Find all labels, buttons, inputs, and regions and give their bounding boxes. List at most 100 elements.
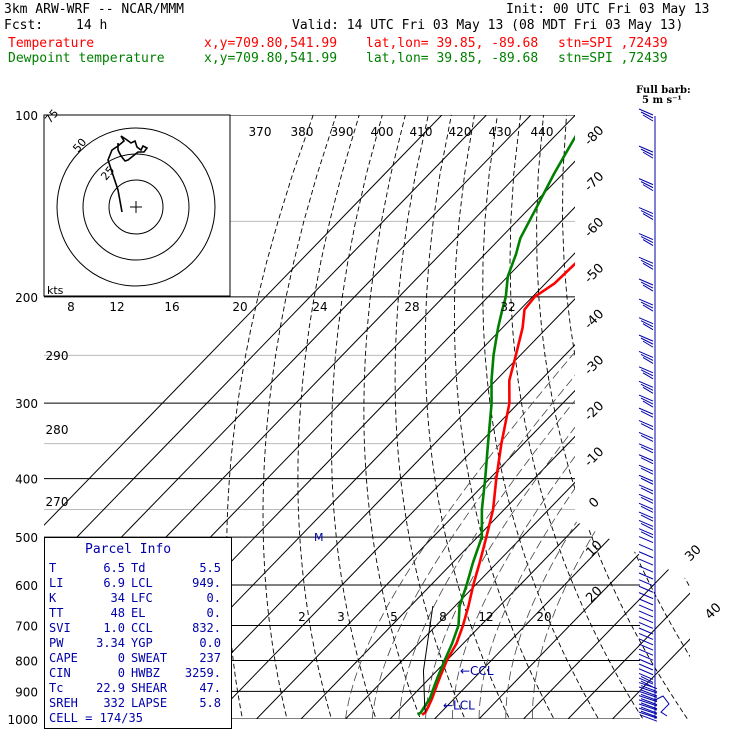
moist-adiabat: [398, 296, 663, 719]
moist-adiabat: [425, 296, 683, 719]
parcel-param-label: Tc: [49, 681, 64, 695]
mixing-ratio-label: 12: [478, 610, 493, 624]
mixing-ratio-label: 2: [298, 610, 306, 624]
dry-adiabat: [635, 115, 690, 719]
hodograph-trace: [107, 135, 149, 213]
parcel-param-label: T: [49, 561, 57, 575]
moist-adiabat: [345, 296, 623, 719]
parcel-param-value: 332: [103, 696, 125, 710]
wind-barb: [638, 668, 654, 676]
hodograph-ring: [108, 179, 164, 235]
temperature-legend: Temperature: [8, 36, 95, 51]
pressure-tick-label: 600: [15, 579, 38, 593]
wind-barb-surface: [654, 695, 670, 717]
isotherm-line: [44, 115, 443, 719]
wind-barb: [638, 298, 654, 312]
pressure-tick-label: 800: [15, 654, 38, 668]
wind-barb: [638, 707, 658, 718]
dry-adiabat: [728, 115, 740, 732]
parcel-param-value: 48: [110, 606, 125, 620]
temperature-tick-label: -50: [582, 261, 608, 287]
pressure-tick-label: 100: [15, 109, 38, 123]
wind-barb: [638, 350, 654, 364]
wind-barb: [638, 695, 658, 706]
parcel-param-value: 5.5: [199, 561, 221, 575]
pressure-tick-label: 900: [15, 685, 38, 699]
annotation-lcl: ←LCL: [443, 698, 475, 712]
dry-adiabat: [482, 115, 607, 719]
wind-barb: [638, 610, 654, 618]
isotherm-line: [199, 115, 690, 719]
dry-adiabat: [586, 115, 690, 719]
parcel-marker: M: [314, 531, 324, 544]
dry-adiabat: [394, 115, 472, 719]
wind-barb: [638, 528, 654, 539]
isotherm-line: [466, 115, 690, 719]
hodograph-origin: [130, 201, 142, 213]
parcel-row: PW 3.34 YGP 0.0: [49, 637, 221, 650]
theta-label: 420: [449, 125, 472, 139]
parcel-param-value: 0.0: [199, 636, 221, 650]
parcel-param-value: 22.9: [96, 681, 125, 695]
dry-adiabat: [331, 115, 383, 719]
temperature-tick-label: 20: [583, 584, 605, 606]
dewpoint-legend: Dewpoint temperature: [8, 51, 165, 66]
theta-label: 290: [46, 349, 69, 363]
wind-barb: [638, 420, 654, 431]
dry-adiabat: [297, 115, 360, 719]
wind-barb: [638, 334, 654, 348]
wind-barb: [638, 511, 654, 522]
theta-label: 370: [249, 125, 272, 139]
isotherm-line: [44, 115, 532, 719]
wind-barb: [638, 579, 654, 587]
mixing-ratio-label: 20: [232, 300, 247, 314]
hodograph-units-label: kts: [47, 284, 64, 297]
wind-barb: [638, 663, 654, 671]
wind-barb: [638, 585, 654, 593]
mixing-ratio-label: 16: [164, 300, 179, 314]
wind-barb: [638, 536, 654, 544]
mixing-ratio-label: 12: [109, 300, 124, 314]
parcel-param-value: 0: [117, 651, 125, 665]
theta-label: 400: [371, 125, 394, 139]
temperature-tick-label: -30: [582, 353, 608, 379]
moist-adiabat: [532, 296, 690, 719]
temperature-tick-label: -70: [582, 169, 608, 195]
parcel-info-panel: Parcel Info T 6.5 Td 5.5 LI 6.9 LCL 949. K 34 LFC 0…: [44, 537, 232, 729]
parcel-param-label: LCL: [131, 576, 153, 590]
isotherm-line: [243, 115, 690, 719]
barb-note-line2: 5 m s⁻¹: [642, 95, 682, 106]
wind-barb: [638, 520, 654, 530]
theta-label: 280: [46, 423, 69, 437]
dry-adiabat: [226, 115, 314, 719]
barb-note-line1: Full barb:: [636, 85, 691, 96]
isotherm-line: [377, 115, 690, 719]
wind-barb: [638, 493, 654, 504]
wind-barb: [638, 551, 654, 559]
temperature-station: stn=SPI ,72439: [558, 36, 668, 51]
valid-time: Valid: 14 UTC Fri 03 May 13 (08 MDT Fri …: [292, 18, 684, 33]
theta-label: 440: [531, 125, 554, 139]
parcel-param-value: 0.: [206, 591, 221, 605]
parcel-row: SVI 1.0 CCL 832.: [49, 622, 221, 635]
wind-barb: [638, 256, 654, 270]
wind-barb: [638, 638, 654, 646]
moist-adiabat: [451, 296, 690, 719]
parcel-param-label: SWEAT: [131, 651, 168, 665]
parcel-row: LI 6.9 LCL 949.: [49, 577, 221, 590]
temperature-tick-label: -40: [582, 307, 608, 333]
parcel-param-value: 6.9: [103, 576, 125, 590]
dewpoint-station: stn=SPI ,72439: [558, 51, 668, 66]
wind-barb: [638, 366, 654, 380]
parcel-param-value: 3259.: [184, 666, 221, 680]
dry-adiabat: [658, 115, 690, 719]
parcel-path: [422, 605, 434, 713]
isotherm-line: [421, 115, 690, 719]
wind-barb: [638, 394, 654, 408]
temperature-latlon: lat,lon= 39.85, -89.68: [366, 36, 539, 51]
isotherm-line: [555, 115, 690, 719]
isotherm-line: [510, 115, 690, 719]
wind-barb: [638, 464, 654, 475]
wind-barb: [638, 572, 654, 580]
parcel-row: CAPE 0 SWEAT 237: [49, 652, 221, 665]
